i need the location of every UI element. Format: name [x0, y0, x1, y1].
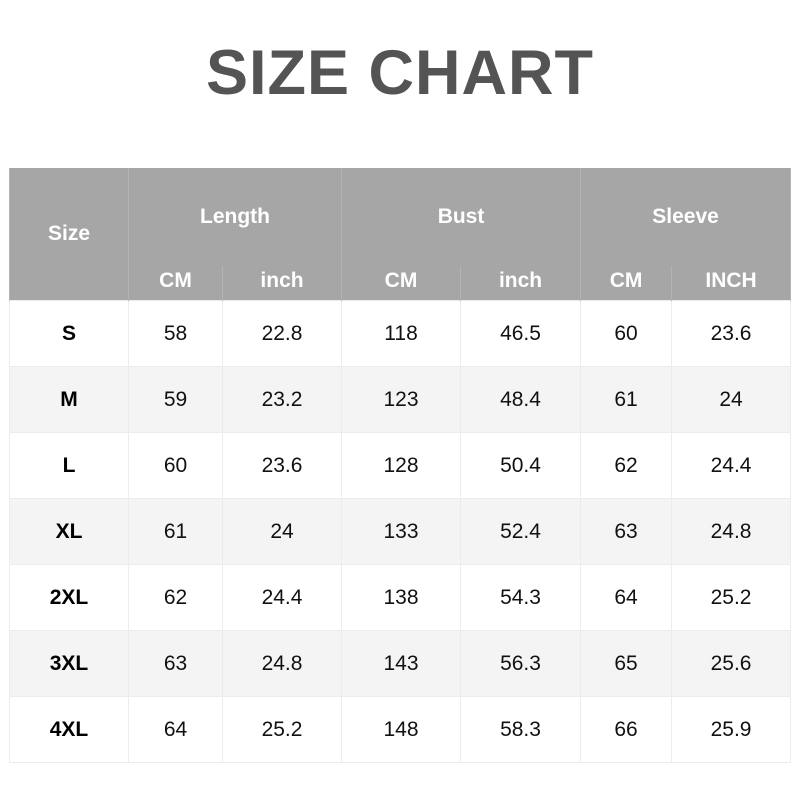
table-row: L 60 23.6 128 50.4 62 24.4 [9, 432, 792, 499]
value-cell: 63 [580, 498, 673, 565]
size-cell: 3XL [9, 630, 129, 697]
table-row: S 58 22.8 118 46.5 60 23.6 [9, 300, 792, 367]
value-cell: 46.5 [460, 300, 582, 367]
page-title: SIZE CHART [206, 38, 594, 108]
value-cell: 25.6 [671, 630, 792, 697]
header-bust: Bust [341, 168, 582, 266]
value-cell: 54.3 [460, 564, 582, 631]
value-cell: 25.9 [671, 696, 792, 763]
header-unit: inch [221, 266, 343, 301]
header-unit: INCH [671, 266, 792, 301]
header-unit: inch [460, 266, 582, 301]
table-row: 3XL 63 24.8 143 56.3 65 25.6 [9, 630, 792, 697]
value-cell: 123 [341, 366, 462, 433]
value-cell: 133 [341, 498, 462, 565]
value-cell: 58.3 [460, 696, 582, 763]
value-cell: 61 [580, 366, 673, 433]
value-cell: 50.4 [460, 432, 582, 499]
value-cell: 64 [580, 564, 673, 631]
value-cell: 25.2 [221, 696, 343, 763]
value-cell: 59 [128, 366, 223, 433]
value-cell: 61 [128, 498, 223, 565]
table-row: 4XL 64 25.2 148 58.3 66 25.9 [9, 696, 792, 763]
value-cell: 22.8 [221, 300, 343, 367]
size-cell: S [9, 300, 129, 367]
value-cell: 25.2 [671, 564, 792, 631]
value-cell: 62 [128, 564, 223, 631]
value-cell: 60 [128, 432, 223, 499]
value-cell: 24 [671, 366, 792, 433]
value-cell: 24.4 [671, 432, 792, 499]
value-cell: 128 [341, 432, 462, 499]
value-cell: 24 [221, 498, 343, 565]
value-cell: 23.6 [671, 300, 792, 367]
value-cell: 118 [341, 300, 462, 367]
size-cell: 4XL [9, 696, 129, 763]
value-cell: 148 [341, 696, 462, 763]
value-cell: 58 [128, 300, 223, 367]
value-cell: 48.4 [460, 366, 582, 433]
table-row: M 59 23.2 123 48.4 61 24 [9, 366, 792, 433]
header-size: Size [9, 168, 129, 301]
value-cell: 143 [341, 630, 462, 697]
value-cell: 24.4 [221, 564, 343, 631]
size-cell: M [9, 366, 129, 433]
size-cell: XL [9, 498, 129, 565]
header-length: Length [127, 168, 343, 266]
value-cell: 66 [580, 696, 673, 763]
value-cell: 138 [341, 564, 462, 631]
value-cell: 65 [580, 630, 673, 697]
header-unit: CM [580, 266, 673, 301]
size-chart-table: Size Length Bust Sleeve CM inch CM inch … [9, 168, 792, 763]
value-cell: 56.3 [460, 630, 582, 697]
value-cell: 23.6 [221, 432, 343, 499]
value-cell: 64 [128, 696, 223, 763]
table-row: 2XL 62 24.4 138 54.3 64 25.2 [9, 564, 792, 631]
value-cell: 23.2 [221, 366, 343, 433]
table-row: XL 61 24 133 52.4 63 24.8 [9, 498, 792, 565]
value-cell: 52.4 [460, 498, 582, 565]
value-cell: 60 [580, 300, 673, 367]
value-cell: 62 [580, 432, 673, 499]
header-sleeve: Sleeve [580, 168, 792, 266]
value-cell: 63 [128, 630, 223, 697]
header-unit: CM [341, 266, 462, 301]
size-cell: 2XL [9, 564, 129, 631]
value-cell: 24.8 [671, 498, 792, 565]
header-unit: CM [128, 266, 223, 301]
value-cell: 24.8 [221, 630, 343, 697]
size-cell: L [9, 432, 129, 499]
